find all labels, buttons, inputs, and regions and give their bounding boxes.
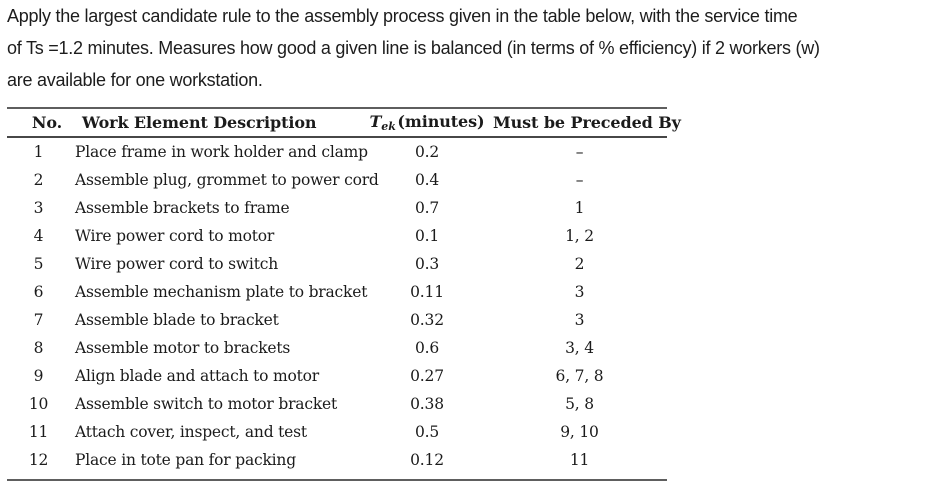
cell-tek-minutes: 0.5: [414, 423, 440, 441]
cell-preceded-by: 3: [574, 283, 585, 301]
cell-description: Assemble switch to motor bracket: [75, 395, 338, 413]
cell-element-number: 4: [33, 227, 44, 245]
cell-preceded-by: 1, 2: [565, 227, 594, 245]
table-row: 11 Attach cover, inspect, and test 0.5 9…: [7, 418, 667, 446]
cell-description: Place frame in work holder and clamp: [75, 143, 368, 161]
question-line-2: of Ts =1.2 minutes. Measures how good a …: [7, 38, 820, 58]
cell-element-number: 12: [28, 451, 49, 469]
cell-tek-minutes: 0.1: [414, 227, 440, 245]
table-header-row: No. Work Element Description Tek (minute…: [7, 108, 681, 138]
cell-preceded-by: 9, 10: [560, 423, 599, 441]
column-header-description: Work Element Description: [70, 108, 362, 138]
question-text: Apply the largest candidate rule to the …: [7, 0, 922, 96]
question-line-1: Apply the largest candidate rule to the …: [7, 6, 798, 26]
cell-description: Attach cover, inspect, and test: [75, 423, 307, 441]
cell-tek-minutes: 0.32: [410, 311, 444, 329]
table-row: 4 Wire power cord to motor 0.1 1, 2: [7, 222, 667, 250]
cell-preceded-by: –: [575, 143, 584, 161]
cell-tek-minutes: 0.12: [410, 451, 444, 469]
tek-symbol: T: [369, 112, 382, 131]
table-body: 1 Place frame in work holder and clamp 0…: [7, 137, 667, 480]
cell-element-number: 9: [33, 367, 44, 385]
cell-element-number: 1: [33, 143, 44, 161]
cell-preceded-by: 3, 4: [565, 339, 594, 357]
cell-description: Assemble brackets to frame: [75, 199, 290, 217]
work-elements-table: No. Work Element Description Tek (minute…: [7, 107, 681, 481]
cell-tek-minutes: 0.6: [414, 339, 440, 357]
cell-preceded-by: 3: [574, 311, 585, 329]
cell-preceded-by: 5, 8: [565, 395, 594, 413]
tek-subscript: ek: [381, 120, 396, 133]
column-header-preceded: Must be Preceded By: [492, 108, 681, 138]
cell-description: Place in tote pan for packing: [75, 451, 296, 469]
cell-description: Wire power cord to switch: [75, 255, 278, 273]
cell-preceded-by: 1: [574, 199, 585, 217]
cell-element-number: 8: [33, 339, 44, 357]
table-row: 1 Place frame in work holder and clamp 0…: [7, 137, 667, 166]
cell-element-number: 7: [33, 311, 44, 329]
cell-description: Assemble blade to bracket: [75, 311, 279, 329]
cell-tek-minutes: 0.2: [414, 143, 440, 161]
cell-preceded-by: 11: [569, 451, 590, 469]
table-row: 6 Assemble mechanism plate to bracket 0.…: [7, 278, 667, 306]
tek-unit: (minutes): [397, 112, 485, 131]
table-row: 10 Assemble switch to motor bracket 0.38…: [7, 390, 667, 418]
table-row: 7 Assemble blade to bracket 0.32 3: [7, 306, 667, 334]
cell-tek-minutes: 0.7: [414, 199, 440, 217]
cell-tek-minutes: 0.27: [410, 367, 444, 385]
cell-description: Assemble mechanism plate to bracket: [75, 283, 368, 301]
cell-preceded-by: 6, 7, 8: [555, 367, 604, 385]
table-row: 5 Wire power cord to switch 0.3 2: [7, 250, 667, 278]
cell-tek-minutes: 0.3: [414, 255, 440, 273]
cell-element-number: 11: [28, 423, 49, 441]
column-header-no: No.: [7, 108, 70, 138]
cell-element-number: 6: [33, 283, 44, 301]
cell-element-number: 3: [33, 199, 44, 217]
cell-description: Assemble motor to brackets: [75, 339, 291, 357]
cell-preceded-by: –: [575, 171, 584, 189]
cell-tek-minutes: 0.11: [410, 283, 444, 301]
cell-tek-minutes: 0.4: [414, 171, 440, 189]
table-row: 9 Align blade and attach to motor 0.27 6…: [7, 362, 667, 390]
cell-element-number: 2: [33, 171, 44, 189]
cell-tek-minutes: 0.38: [410, 395, 444, 413]
column-header-tek: Tek (minutes): [362, 108, 492, 138]
cell-element-number: 5: [33, 255, 44, 273]
table-row: 2 Assemble plug, grommet to power cord 0…: [7, 166, 667, 194]
table-row: 3 Assemble brackets to frame 0.7 1: [7, 194, 667, 222]
cell-description: Wire power cord to motor: [75, 227, 275, 245]
cell-preceded-by: 2: [574, 255, 585, 273]
cell-element-number: 10: [28, 395, 49, 413]
table-row: 8 Assemble motor to brackets 0.6 3, 4: [7, 334, 667, 362]
table-row: 12 Place in tote pan for packing 0.12 11: [7, 446, 667, 480]
cell-description: Assemble plug, grommet to power cord: [75, 171, 379, 189]
cell-description: Align blade and attach to motor: [75, 367, 319, 385]
question-line-3: are available for one workstation.: [7, 70, 263, 90]
